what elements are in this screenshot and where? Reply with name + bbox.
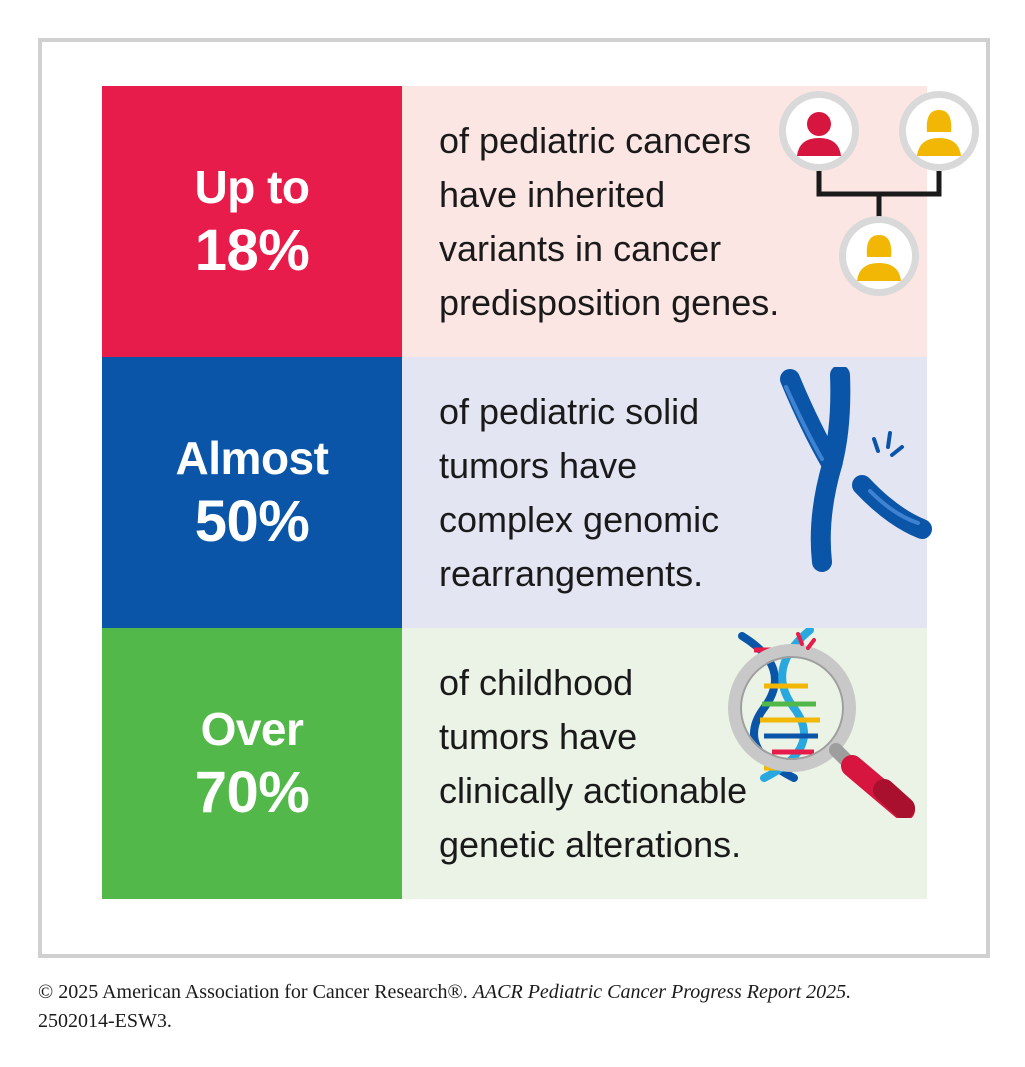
- infographic-frame: Up to 18% of pediatric cancers have inhe…: [38, 38, 990, 958]
- report-title: AACR Pediatric Cancer Progress Report 20…: [472, 981, 852, 1003]
- footer-line-1: © 2025 American Association for Cancer R…: [38, 978, 998, 1007]
- description-line: have inherited: [439, 173, 666, 215]
- stat-value: 50%: [194, 488, 310, 554]
- stat-description: of pediatric solid tumors have complex g…: [402, 357, 932, 628]
- stat-lead: Up to: [194, 160, 310, 213]
- description-line: genetic alterations.: [439, 823, 742, 865]
- stat-description: of childhood tumors have clinically acti…: [402, 628, 927, 899]
- family-tree-icon: [779, 91, 979, 296]
- stat-row-rearrangements: Almost 50% of pediatric solid tumors hav…: [102, 357, 932, 628]
- description-line: of pediatric solid: [439, 390, 700, 432]
- stat-description: of pediatric cancers have inherited vari…: [402, 86, 979, 357]
- copyright-text: © 2025 American Association for Cancer R…: [38, 981, 468, 1003]
- description-line: tumors have: [439, 444, 638, 486]
- stat-block: Almost 50%: [102, 357, 402, 628]
- stat-block: Over 70%: [102, 628, 402, 899]
- description-line: variants in cancer: [439, 227, 722, 269]
- description-line: of childhood: [439, 661, 634, 703]
- stat-value: 70%: [194, 759, 310, 825]
- description-line: rearrangements.: [439, 552, 704, 594]
- stat-lead: Over: [200, 702, 304, 755]
- stat-row-actionable: Over 70% of childhood tumors have clinic…: [102, 628, 927, 899]
- dna-magnifier-icon: [728, 628, 915, 818]
- description-line: tumors have: [439, 715, 638, 757]
- description-line: of pediatric cancers: [439, 119, 752, 161]
- footer-line-2: 2502014-ESW3.: [38, 1010, 172, 1032]
- stat-block: Up to 18%: [102, 86, 402, 357]
- broken-chromosome-icon: [780, 367, 932, 572]
- stat-value: 18%: [194, 217, 310, 283]
- copyright-footer: © 2025 American Association for Cancer R…: [38, 978, 998, 1036]
- stat-lead: Almost: [175, 431, 329, 484]
- description-line: predisposition genes.: [439, 281, 780, 323]
- description-line: clinically actionable: [439, 769, 748, 811]
- stat-row-inherited: Up to 18% of pediatric cancers have inhe…: [102, 86, 979, 357]
- description-line: complex genomic: [439, 498, 720, 540]
